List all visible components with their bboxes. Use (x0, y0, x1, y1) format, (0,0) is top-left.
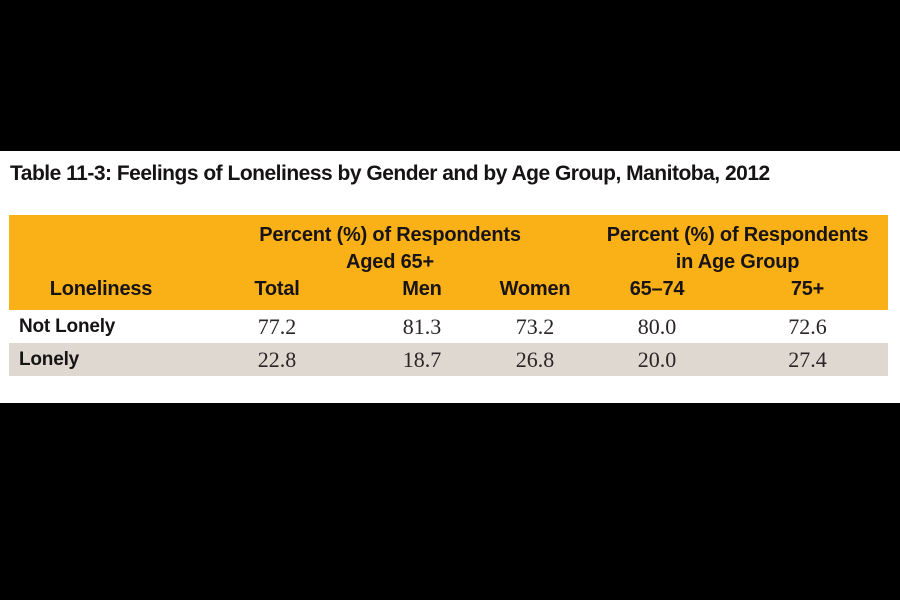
row-label: Not Lonely (19, 315, 116, 337)
group-header-age-group: Percent (%) of Respondents in Age Group (587, 222, 888, 276)
group-header-spacer (9, 222, 193, 276)
cell-value: 26.8 (515, 346, 555, 372)
cell-value: 20.0 (637, 346, 677, 372)
cell-value: 18.7 (402, 346, 442, 372)
table-title: Table 11-3: Feelings of Loneliness by Ge… (10, 162, 770, 185)
column-header-men: Men (402, 278, 442, 300)
cell-value: 22.8 (257, 346, 297, 372)
column-header-loneliness: Loneliness (49, 278, 153, 300)
group-header-line: Percent (%) of Respondents (606, 224, 869, 246)
column-header-row: Loneliness Total Men Women 65–74 75+ (9, 276, 888, 303)
group-header-line: Aged 65+ (346, 251, 434, 273)
column-header-75plus: 75+ (790, 278, 825, 300)
group-header-row: Percent (%) of Respondents Aged 65+ Perc… (9, 222, 888, 276)
top-black-band (0, 0, 900, 151)
table-header: Percent (%) of Respondents Aged 65+ Perc… (9, 215, 888, 310)
cell-value: 27.4 (788, 346, 827, 372)
group-header-aged-65plus: Percent (%) of Respondents Aged 65+ (193, 222, 587, 276)
group-header-line: in Age Group (675, 251, 800, 273)
cell-value: 80.0 (637, 313, 677, 339)
cell-value: 77.2 (257, 313, 297, 339)
table-row-not-lonely: Not Lonely 77.2 81.3 73.2 80.0 72.6 (9, 310, 888, 343)
column-header-women: Women (499, 278, 571, 300)
bottom-black-band (0, 403, 900, 600)
row-label: Lonely (19, 348, 80, 370)
cell-value: 72.6 (788, 313, 827, 339)
table-row-lonely: Lonely 22.8 18.7 26.8 20.0 27.4 (9, 343, 888, 376)
column-header-total: Total (254, 278, 300, 300)
cell-value: 81.3 (402, 313, 442, 339)
loneliness-table: Percent (%) of Respondents Aged 65+ Perc… (9, 215, 888, 376)
column-header-65-74: 65–74 (629, 278, 685, 300)
group-header-line: Percent (%) of Respondents (259, 224, 521, 246)
cell-value: 73.2 (515, 313, 555, 339)
